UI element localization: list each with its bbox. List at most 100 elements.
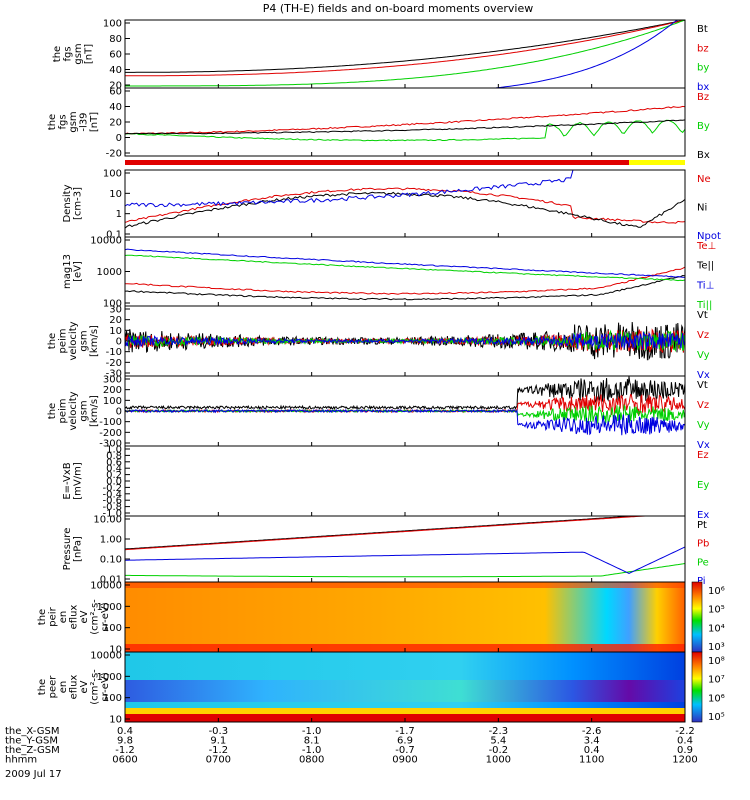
region-bar — [125, 160, 629, 165]
panel-density: 100 10 1 0.1 Density[cm-3] Ne Ni Npot — [62, 169, 721, 243]
legend-entry: Vt — [697, 380, 708, 391]
panel-frame — [125, 446, 685, 516]
region-bar — [629, 160, 685, 165]
ylabel-line: E=-VxB — [62, 462, 73, 499]
ylabel-line: velocity — [68, 321, 79, 360]
legend-entry: Vz — [697, 330, 709, 341]
ytick-label: 0.10 — [100, 555, 122, 566]
ytick-label: 1.00 — [100, 535, 122, 546]
legend-entry: Pt — [697, 520, 707, 531]
panel-frame — [125, 237, 685, 306]
panel-frame — [125, 170, 685, 237]
legend-entry: Te|| — [696, 261, 714, 272]
panel-peim-velocity: 3002001000-100-200-300thepeimvelocitygsm… — [47, 375, 710, 452]
ylabel-line: the — [47, 333, 58, 349]
ylabel-line: eflux — [69, 675, 80, 700]
panel-fgs-gsm: 10080604020thefgsgsm[nT]Btbzbybx — [52, 19, 709, 94]
panel-fgs-gse-dsl: 6040200-20thefgsgsm-l39[nT]BzByBx — [47, 87, 710, 166]
ytick-label: 80 — [109, 34, 122, 45]
ylabel-line: gsm — [79, 330, 90, 351]
ylabel-line: fgs — [58, 114, 69, 129]
ytick-label: 40 — [109, 65, 122, 76]
ylabel-line: eV — [79, 610, 90, 623]
panel-temperature: 100001000100mag13[eV]Te⊥Te||Ti⊥Ti|| — [62, 236, 716, 312]
ylabel-line: [nT] — [89, 112, 100, 132]
legend-entry: Bz — [697, 92, 709, 103]
spectrogram-band — [125, 680, 685, 702]
ylabel-line: Density — [62, 184, 73, 222]
footer-value: 1000 — [486, 755, 511, 766]
ytick-label: 10 — [109, 326, 122, 337]
footer-value: 0700 — [206, 755, 231, 766]
ytick-label: -20 — [106, 149, 122, 160]
legend-entry: Vz — [697, 400, 709, 411]
ytick-label: -20 — [106, 358, 122, 369]
legend-entry: bz — [697, 43, 709, 54]
ylabel-line: peer — [48, 675, 59, 699]
legend-entry: by — [697, 63, 709, 74]
panel-ylabel: thepeimvelocitygsm[km/s] — [47, 321, 100, 360]
ytick-label: 100 — [103, 169, 122, 180]
ylabel-line: peim — [58, 328, 69, 353]
ylabel-line: the — [47, 114, 58, 130]
series-Npot — [125, 170, 685, 207]
footer-value: 1200 — [672, 755, 697, 766]
panel-frame — [125, 20, 685, 88]
ylabel-line: gsm — [73, 43, 84, 64]
ytick-label: 1 — [116, 209, 122, 220]
ylabel-line: eV — [79, 680, 90, 693]
legend-entry: Pb — [697, 539, 709, 550]
ytick-label: -10 — [106, 347, 122, 358]
spectrogram-fill — [125, 582, 685, 652]
panel-pressure: 10.00 1.00 0.10 0.01 Pressure[nPa] Pt Pb Pe Pi — [62, 515, 709, 588]
ytick-label: 10 — [109, 715, 122, 726]
ylabel-line: the — [47, 403, 58, 419]
colorbar-label: 10⁶ — [708, 693, 725, 704]
ylabel-line: fgs — [63, 46, 74, 61]
ylabel-line: (cm²-s- — [90, 599, 101, 635]
panel-ylabel: Pressure[nPa] — [62, 528, 84, 571]
ytick-label: 300 — [103, 375, 122, 386]
panel-frame — [125, 516, 685, 582]
ytick-label: 0 — [116, 407, 122, 418]
legend-entry: Bx — [697, 150, 710, 161]
ytick-label: 1000 — [97, 267, 122, 278]
legend-entry: Te⊥ — [696, 241, 716, 252]
legend-entry: Vy — [697, 350, 710, 361]
ylabel-line: en — [58, 611, 69, 624]
ytick-label: 0 — [116, 133, 122, 144]
panel-ylabel: thefgsgsm[nT] — [52, 43, 95, 64]
series-bz — [125, 20, 685, 76]
colorbar-label: 10⁶ — [708, 586, 725, 597]
ytick-label: -100 — [99, 417, 122, 428]
ytick-label: 10 — [109, 189, 122, 200]
panel-ylabel: Density[cm-3] — [62, 184, 84, 222]
colorbar-label: 10³ — [708, 642, 725, 653]
ylabel-line: [eV] — [73, 261, 84, 282]
colorbar-label: 10⁸ — [708, 656, 725, 667]
ytick-label: 60 — [109, 50, 122, 61]
colorbar-label: 10⁵ — [708, 605, 725, 616]
panel-ylabel: thefgsgsm-l39[nT] — [47, 111, 100, 132]
legend-entry: Ti⊥ — [696, 280, 714, 291]
ytick-label: 100 — [103, 19, 122, 30]
ytick-label: 200 — [103, 385, 122, 396]
ylabel-line: sr-eV) — [100, 672, 111, 701]
panel-efield: 1.00.80.60.40.20.0-0.2-0.4-0.6-0.8-1.0E=… — [62, 445, 709, 522]
series-Te-perp — [125, 267, 685, 294]
panel-ylabel: thepeimvelocitygsm[km/s] — [47, 391, 100, 430]
ylabel-line: [cm-3] — [73, 187, 84, 220]
panel-ylabel: thepeirenefluxeV(cm²-s-sr-eV) — [37, 599, 111, 635]
legend-entry: Ey — [697, 480, 709, 491]
ytick-label: 10000 — [90, 651, 122, 662]
colorbar-label: 10⁴ — [708, 623, 725, 634]
panel-ylabel: E=-VxB[mV/m] — [62, 462, 84, 500]
legend-entry: Ni — [697, 203, 707, 214]
ytick-label: 10000 — [90, 236, 122, 247]
footer-value: 0900 — [392, 755, 417, 766]
ytick-label: 10000 — [90, 581, 122, 592]
ytick-label: 100 — [103, 396, 122, 407]
series-Pe — [125, 564, 685, 577]
series-Pi — [125, 547, 685, 573]
